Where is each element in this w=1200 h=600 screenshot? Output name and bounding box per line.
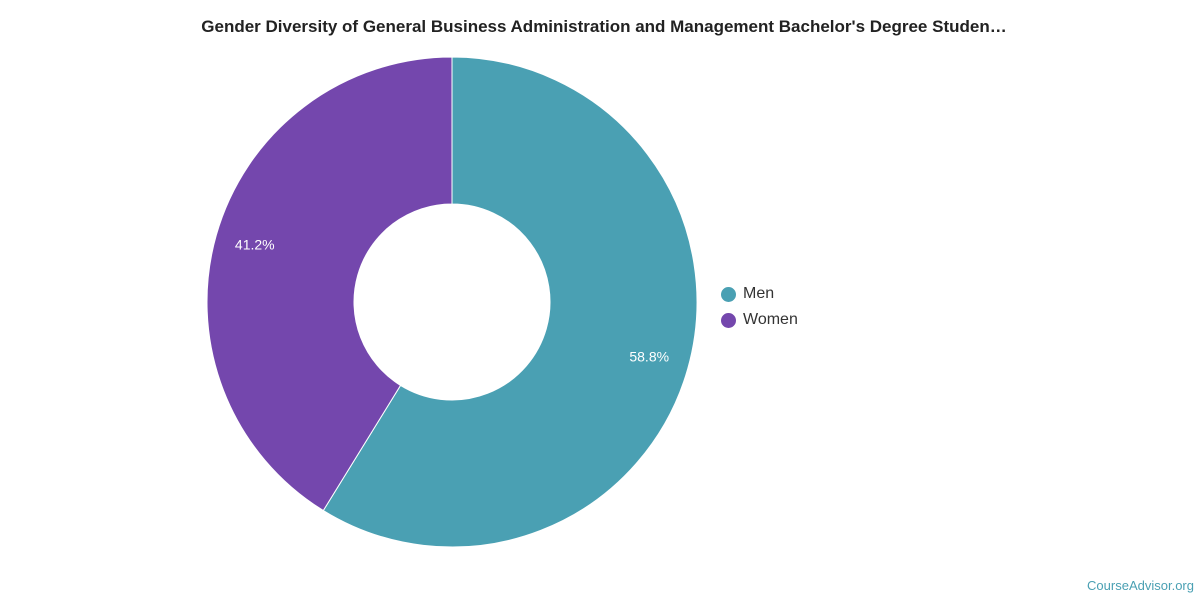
- legend-label-men: Men: [743, 285, 775, 302]
- legend-swatch-men: [721, 286, 736, 302]
- legend-item-men[interactable]: Men: [721, 281, 798, 307]
- watermark[interactable]: CourseAdvisor.org: [1087, 578, 1194, 593]
- slice-men[interactable]: [322, 56, 698, 548]
- legend-label-women: Women: [743, 311, 798, 328]
- slice-label-men: 58.8%: [629, 349, 669, 365]
- slice-women[interactable]: [206, 56, 453, 512]
- legend: Men Women: [721, 281, 798, 333]
- legend-item-women[interactable]: Women: [721, 307, 798, 333]
- slice-label-women: 41.2%: [235, 237, 275, 253]
- chart-title: Gender Diversity of General Business Adm…: [201, 17, 1007, 36]
- legend-swatch-women: [721, 312, 736, 328]
